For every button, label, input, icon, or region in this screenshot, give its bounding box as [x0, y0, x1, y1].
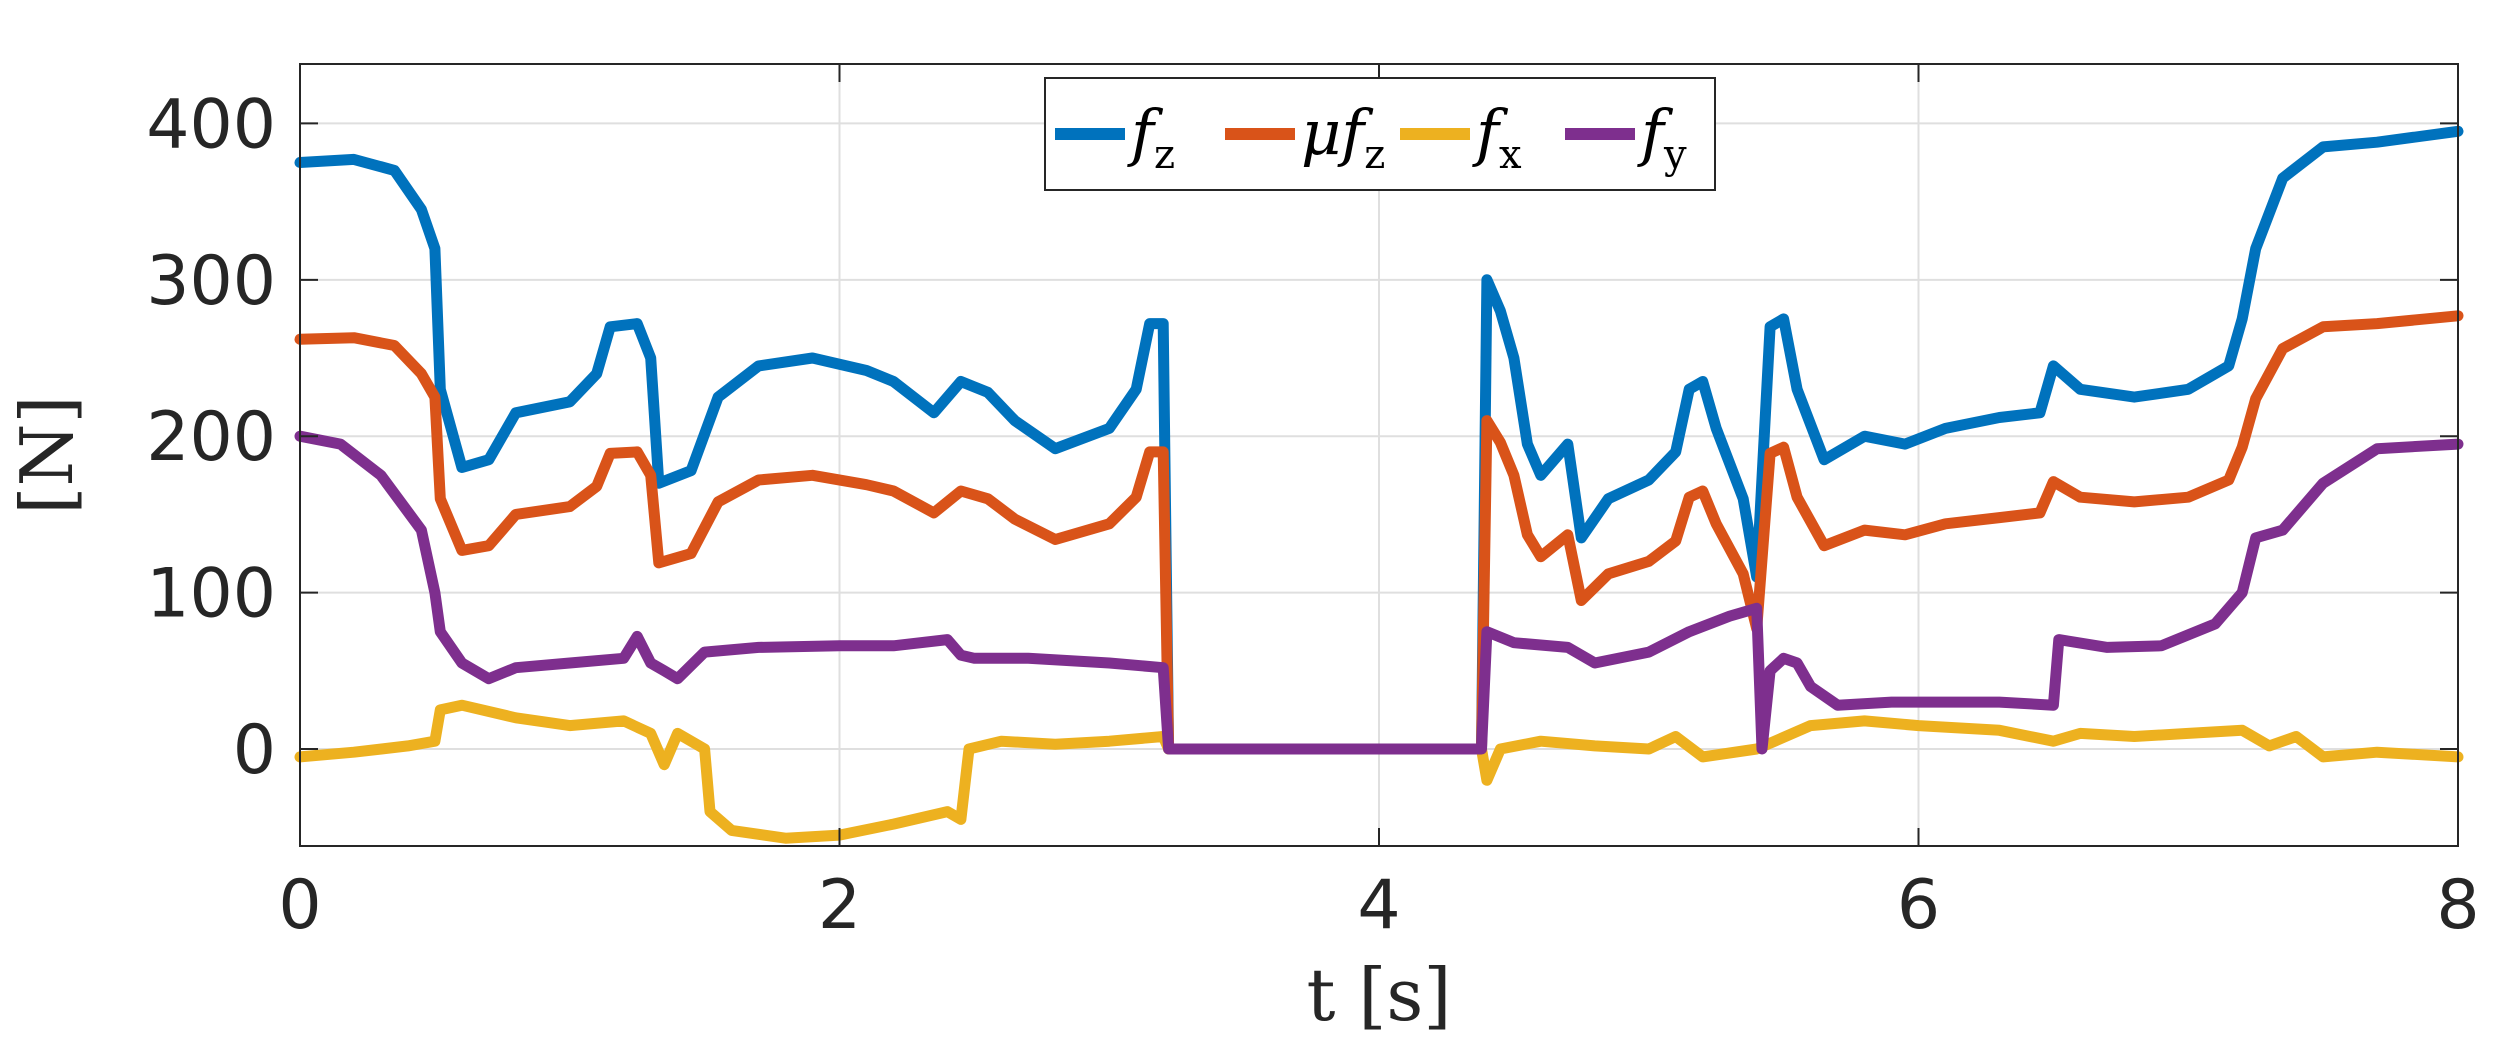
x-axis-title: t [s] — [1307, 953, 1452, 1037]
y-tick-label-1: 100 — [146, 555, 276, 634]
ticks: 0 2 4 6 8 0 100 200 300 400 — [146, 64, 2480, 945]
y-tick-label-3: 300 — [146, 242, 276, 321]
legend-label-mu-fz: μfz — [1301, 96, 1385, 178]
x-tick-label-1: 2 — [818, 866, 861, 945]
series-line-fz — [294, 125, 2464, 755]
legend-label-fx: fx — [1472, 96, 1522, 178]
x-tick-label-2: 4 — [1357, 866, 1400, 945]
y-tick-label-0: 0 — [233, 711, 276, 790]
y-axis-title: [N] — [5, 395, 89, 514]
y-tick-label-2: 200 — [146, 398, 276, 477]
x-tick-label-4: 8 — [2436, 866, 2479, 945]
y-tick-label-4: 400 — [146, 85, 276, 164]
series-line-mu-fz — [294, 310, 2464, 755]
legend: fz μfz fx fy — [1044, 77, 1716, 191]
series-line-fy — [294, 430, 2464, 755]
series-group — [294, 125, 2464, 844]
x-tick-label-3: 6 — [1897, 866, 1940, 945]
x-tick-label-0: 0 — [278, 866, 321, 945]
